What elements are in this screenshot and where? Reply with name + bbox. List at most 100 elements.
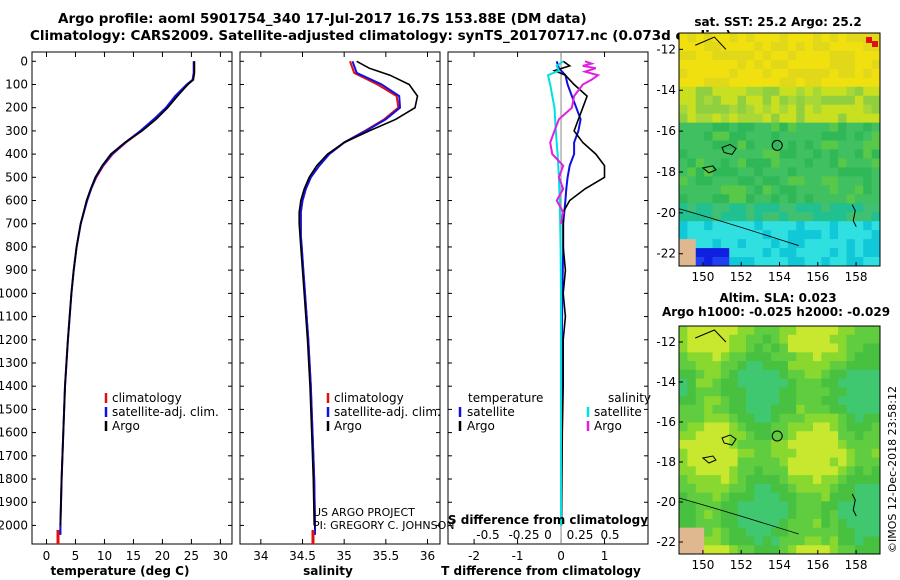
- map-cell: [854, 545, 864, 555]
- map-cell: [779, 68, 789, 79]
- map-cell: [863, 466, 873, 476]
- map-cell: [695, 343, 705, 353]
- map-cell: [754, 77, 764, 88]
- map-cell: [813, 239, 822, 249]
- map-cell: [854, 343, 864, 353]
- map-cell: [746, 536, 755, 546]
- map-cell: [829, 378, 839, 388]
- map-cell: [779, 378, 789, 388]
- map-cell: [779, 343, 789, 353]
- map-cell: [796, 369, 806, 380]
- map-cell: [846, 457, 856, 467]
- map-cell: [754, 248, 764, 258]
- map-cell: [838, 167, 847, 177]
- map-cell: [838, 448, 847, 458]
- map-cell: [704, 140, 713, 150]
- map-cell: [829, 501, 839, 511]
- map-cell: [695, 527, 705, 537]
- map-cell: [838, 239, 847, 249]
- map-cell: [838, 33, 847, 43]
- map-cell: [729, 387, 739, 397]
- map-cell: [695, 510, 705, 520]
- temperature-series-satellite-adj-clim-: [59, 61, 195, 535]
- map-cell: [779, 440, 789, 450]
- map-cell: [695, 176, 705, 186]
- map-cell: [754, 378, 764, 388]
- map-cell: [762, 475, 772, 485]
- map-cell: [871, 203, 881, 213]
- depth-tick-label: 1600: [0, 426, 28, 440]
- map-cell: [771, 176, 780, 186]
- map-cell: [746, 334, 755, 344]
- map-cell: [871, 113, 881, 124]
- map-cell: [754, 104, 764, 115]
- map-cell: [720, 239, 730, 249]
- map-cell: [771, 77, 780, 88]
- map-cell: [829, 104, 839, 115]
- map-cell: [871, 440, 881, 450]
- depth-tick-label: 1700: [0, 449, 28, 463]
- map-cell: [804, 475, 814, 485]
- map-cell: [746, 33, 755, 43]
- map-cell: [813, 431, 822, 441]
- map-cell: [846, 518, 856, 529]
- map-cell: [712, 396, 722, 406]
- map-cell: [813, 501, 822, 511]
- map-cell: [687, 230, 697, 240]
- map-cell: [838, 77, 847, 88]
- map-cell: [779, 113, 789, 124]
- map-cell: [846, 378, 856, 388]
- map-cell: [762, 230, 772, 240]
- map-cell: [762, 334, 772, 344]
- map-cell: [813, 518, 822, 529]
- map-cell: [846, 413, 856, 423]
- map-cell: [704, 41, 713, 52]
- map-cell: [704, 378, 713, 388]
- temperature-x-tick-label: 20: [155, 549, 170, 563]
- map-cell: [846, 545, 856, 555]
- map-cell: [854, 475, 864, 485]
- map-cell: [854, 440, 864, 450]
- map-cell: [846, 185, 856, 195]
- map-cell: [787, 334, 797, 344]
- map-cell: [771, 95, 780, 106]
- map-cell: [829, 77, 839, 88]
- map-cell: [762, 221, 772, 231]
- map-cell: [754, 527, 764, 537]
- map-cell: [863, 369, 873, 380]
- map-hot-pixel: [866, 37, 872, 43]
- map-cell: [720, 104, 730, 115]
- map-cell: [838, 68, 847, 79]
- depth-tick-label: 300: [5, 124, 28, 138]
- map-cell: [695, 113, 705, 124]
- map-cell: [863, 104, 873, 115]
- map-cell: [829, 361, 839, 371]
- map-cell: [838, 326, 847, 336]
- map-cell: [754, 448, 764, 458]
- map-cell: [720, 77, 730, 88]
- salinity-x-tick-label: 36: [420, 549, 435, 563]
- map-cell: [704, 422, 713, 432]
- map-cell: [737, 536, 747, 546]
- map-cell: [679, 149, 688, 159]
- map-cell: [787, 510, 797, 520]
- map-cell: [737, 352, 747, 362]
- map-cell: [804, 396, 814, 406]
- map-cell: [679, 257, 688, 267]
- map-cell: [737, 448, 747, 458]
- map-cell: [796, 510, 806, 520]
- map-cell: [771, 158, 780, 168]
- map-cell: [863, 483, 873, 494]
- map-lat-tick-label: -18: [656, 165, 676, 179]
- map-cell: [804, 352, 814, 362]
- map-cell: [787, 230, 797, 240]
- map-cell: [771, 239, 780, 249]
- map-cell: [854, 387, 864, 397]
- map-cell: [737, 239, 747, 249]
- map-cell: [746, 203, 755, 213]
- map-cell: [813, 422, 822, 432]
- map-cell: [704, 230, 713, 240]
- map-cell: [695, 457, 705, 467]
- map-cell: [712, 510, 722, 520]
- depth-tick-label: 500: [5, 170, 28, 184]
